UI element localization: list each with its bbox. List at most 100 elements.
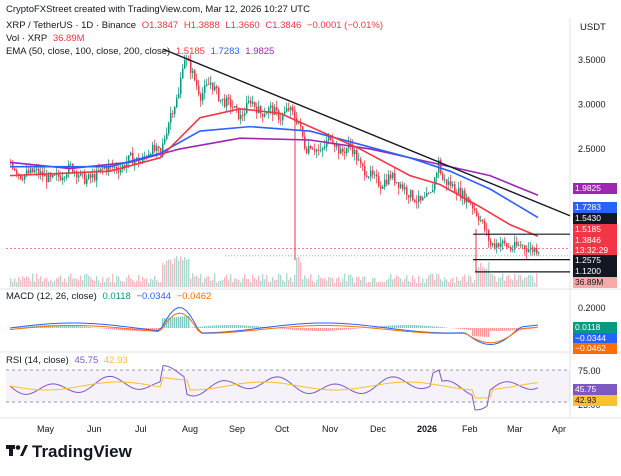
macd-histogram-bar <box>428 326 429 328</box>
volume-bar <box>358 277 359 287</box>
candle-body <box>224 99 226 107</box>
candle-body <box>182 68 184 78</box>
macd-histogram-bar <box>442 327 443 328</box>
candle-body <box>490 241 492 245</box>
macd-histogram-bar <box>460 328 461 329</box>
candle-body <box>354 150 356 154</box>
chart-credit: CryptoFXStreet created with TradingView.… <box>6 4 310 15</box>
candle-body <box>358 159 360 160</box>
candle-body <box>322 148 324 150</box>
macd-histogram-bar <box>184 316 185 328</box>
macd-histogram-bar <box>206 326 207 328</box>
volume-bar <box>250 282 251 287</box>
volume-bar <box>438 274 439 287</box>
volume-bar <box>200 274 201 287</box>
volume-bar <box>124 282 125 287</box>
badge-rsi: 45.75 <box>573 384 617 395</box>
candle-body <box>520 245 522 246</box>
volume-bar <box>370 282 371 287</box>
macd-histogram-bar <box>310 328 311 331</box>
tradingview-logo[interactable]: TradingView <box>6 442 132 462</box>
volume-bar <box>524 277 525 287</box>
candle-body <box>242 115 244 116</box>
volume-bar <box>270 282 271 287</box>
macd-histogram-bar <box>218 325 219 328</box>
macd-histogram-bar <box>84 327 85 328</box>
candle-body <box>508 247 510 248</box>
volume-bar <box>288 280 289 287</box>
candle-body <box>208 84 210 85</box>
volume-bar <box>360 280 361 287</box>
macd-histogram-bar <box>346 328 347 330</box>
volume-bar <box>362 277 363 287</box>
volume-bar <box>36 273 37 287</box>
volume-bar <box>136 281 137 287</box>
candle-body <box>168 123 170 134</box>
macd-histogram-bar <box>426 326 427 328</box>
candle-body <box>424 197 426 198</box>
macd-histogram-bar <box>502 328 503 331</box>
volume-bar <box>518 275 519 287</box>
ema-header: EMA (50, close, 100, close, 200, close) … <box>6 46 277 58</box>
macd-histogram-bar <box>116 328 117 330</box>
volume-bar <box>114 283 115 287</box>
volume-bar <box>330 277 331 287</box>
candle-body <box>120 170 122 173</box>
volume-bar <box>368 282 369 287</box>
macd-histogram-bar <box>314 328 315 331</box>
macd-histogram-bar <box>252 326 253 328</box>
candle-body <box>480 220 482 221</box>
candle-body <box>262 114 264 117</box>
macd-histogram-bar <box>90 327 91 328</box>
ohlc-low: L1.3660 <box>225 20 259 31</box>
macd-histogram-bar <box>216 325 217 328</box>
volume-bar <box>472 283 473 287</box>
candle-body <box>90 174 92 178</box>
candle-body <box>452 184 454 186</box>
candle-body <box>390 175 392 179</box>
volume-bar <box>82 280 83 287</box>
volume-bar <box>458 281 459 287</box>
macd-label: MACD (12, 26, close) <box>6 291 97 302</box>
candle-body <box>28 170 30 173</box>
macd-histogram-bar <box>410 325 411 328</box>
candle-body <box>254 102 256 107</box>
volume-bar <box>390 274 391 287</box>
candle-body <box>446 179 448 184</box>
candle-body <box>70 164 72 165</box>
tradingview-logo-text: TradingView <box>32 442 132 461</box>
candle-body <box>278 110 280 119</box>
macd-histogram-bar <box>396 325 397 328</box>
x-tick-label: Jun <box>87 424 102 434</box>
candle-body <box>304 137 306 149</box>
candle-body <box>22 179 24 180</box>
volume-bar <box>320 278 321 287</box>
badge-volume: 36.89M <box>573 277 617 288</box>
volume-bar <box>490 274 491 287</box>
volume-bar <box>382 282 383 287</box>
macd-histogram-bar <box>350 328 351 329</box>
macd-histogram-bar <box>458 328 459 329</box>
volume-bar <box>284 282 285 287</box>
macd-histogram-bar <box>256 326 257 328</box>
macd-histogram-bar <box>282 328 283 329</box>
volume-bar <box>110 282 111 287</box>
macd-histogram-bar <box>326 328 327 331</box>
candle-body <box>448 181 450 184</box>
volume-bar <box>334 283 335 287</box>
volume-bar <box>258 276 259 287</box>
volume-bar <box>218 281 219 287</box>
volume-bar <box>466 282 467 287</box>
candle-body <box>52 175 54 177</box>
macd-histogram-bar <box>492 328 493 331</box>
macd-histogram-bar <box>182 316 183 328</box>
macd-histogram-bar <box>200 327 201 328</box>
candle-body <box>482 220 484 221</box>
candle-body <box>526 249 528 252</box>
badge-rsi-ma: 42.93 <box>573 395 617 406</box>
candle-body <box>408 195 410 197</box>
volume-bar <box>452 278 453 287</box>
volume-bar <box>162 263 163 287</box>
volume-bar <box>76 278 77 287</box>
